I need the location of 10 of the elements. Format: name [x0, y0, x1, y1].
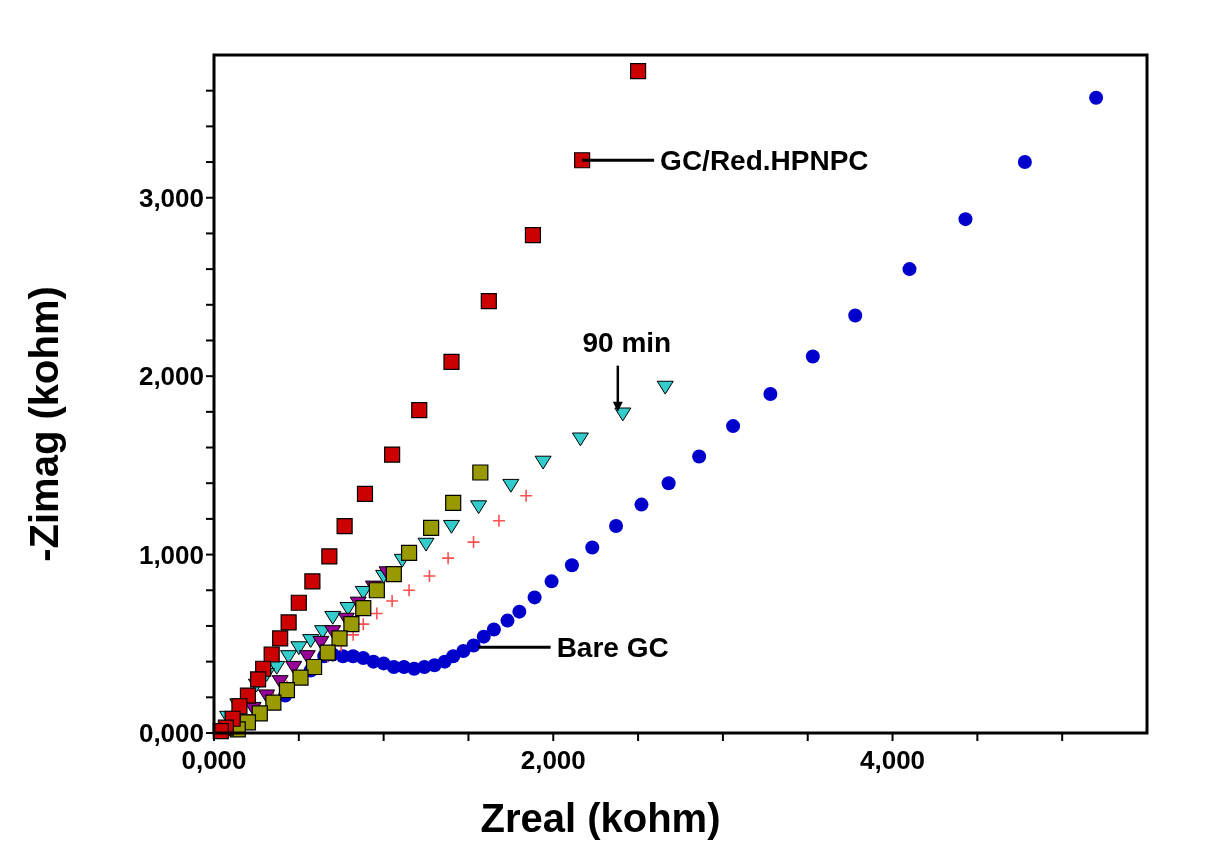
y-axis-title: -Zimag (kohm) — [22, 286, 66, 562]
annotation: Bare GC — [556, 632, 669, 664]
y-tick-label: 3,000 — [138, 182, 204, 213]
annotation: 90 min — [582, 326, 672, 358]
x-tick-label: 4,000 — [860, 745, 926, 775]
annotation: GC/Red.HPNPC — [660, 145, 869, 177]
y-tick-label: 1,000 — [138, 539, 204, 570]
x-axis-title: Zreal (kohm) — [480, 796, 721, 840]
x-tick-label: 2,000 — [520, 745, 586, 775]
y-tick-label: 2,000 — [138, 361, 204, 392]
